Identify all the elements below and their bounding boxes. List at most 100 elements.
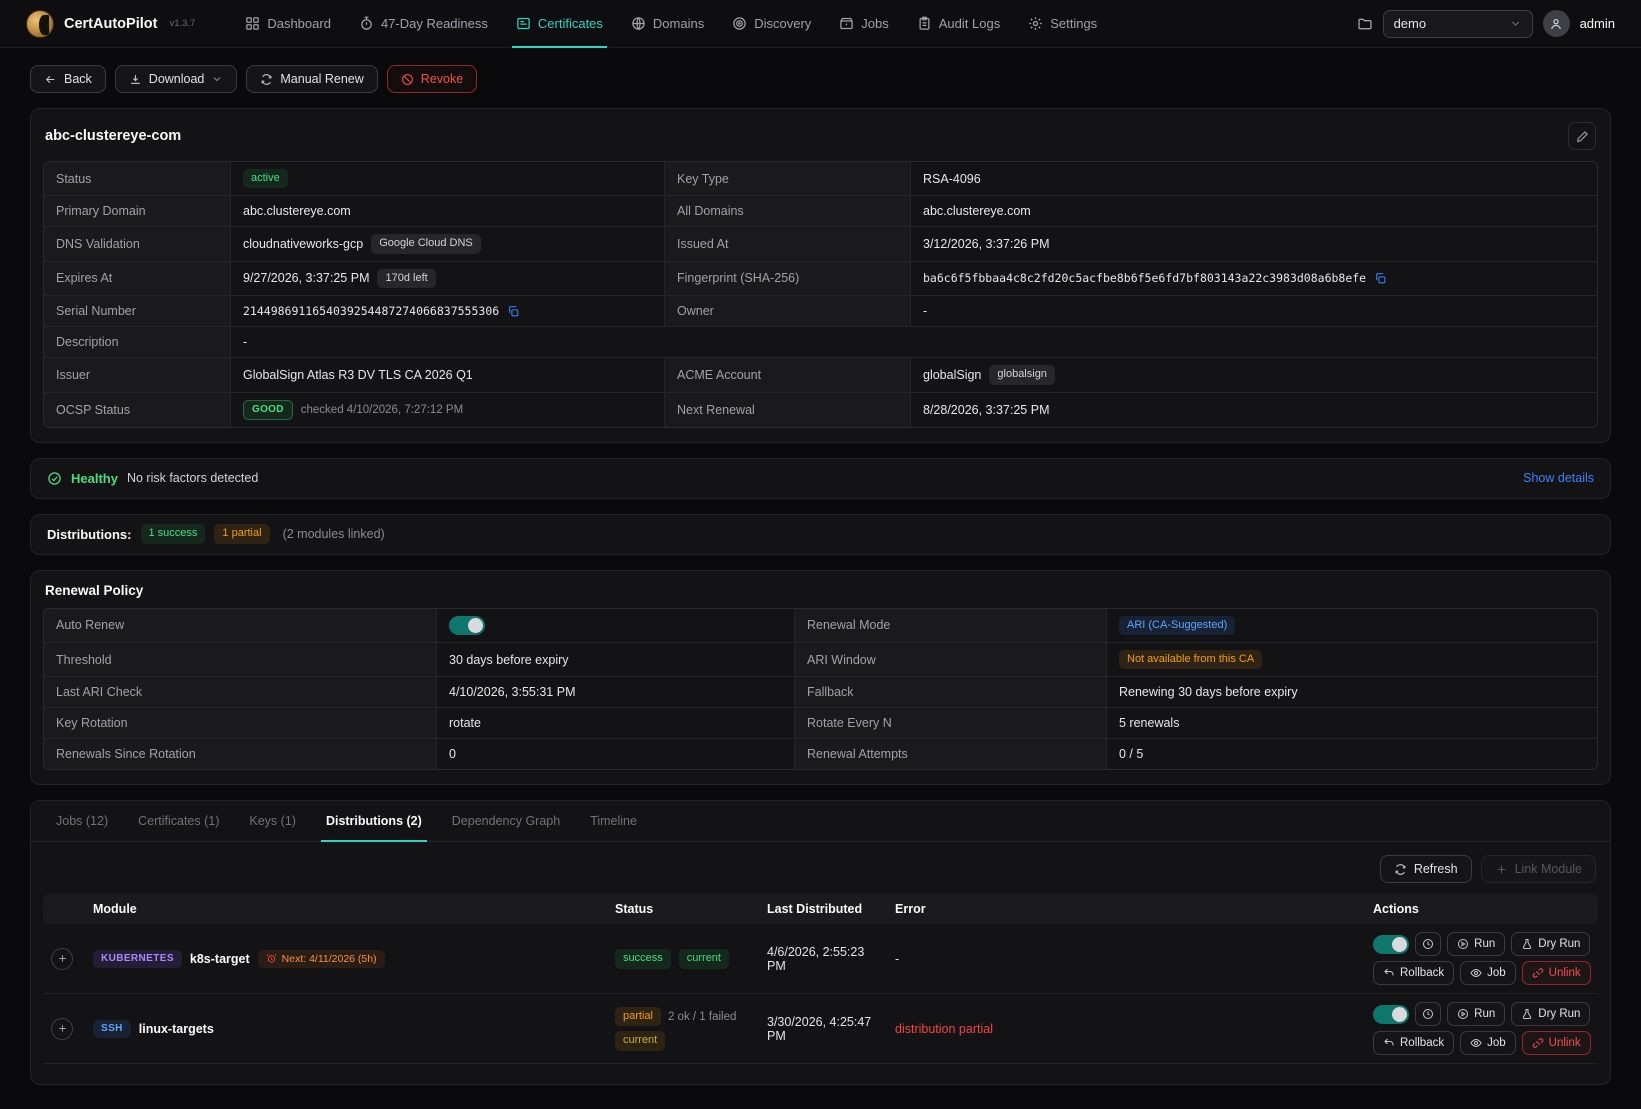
eye-icon [1470,967,1482,979]
person-icon [1549,17,1563,31]
tab-timeline[interactable]: Timeline [590,814,637,829]
issuer-label: Issuer [44,358,230,392]
copy-icon[interactable] [1374,272,1387,285]
radar-icon [732,16,747,31]
col-last-distributed: Last Distributed [767,902,863,917]
renewal-attempts-value: 0 / 5 [1106,739,1597,770]
serial-number-value: 2144986911654039254487274066837555306 [243,304,500,319]
next-renewal-label: Next Renewal [664,392,910,427]
unlink-button[interactable]: Unlink [1521,961,1591,986]
manual-renew-label: Manual Renew [280,72,364,86]
avatar[interactable] [1542,10,1570,37]
job-label: Job [1487,1037,1506,1050]
plus-icon [1495,863,1508,876]
freshness-badge: current [615,1031,666,1051]
related-data-card: Jobs (12) Certificates (1) Keys (1) Dist… [30,800,1611,1086]
unlink-icon [1532,1037,1544,1049]
pencil-icon [1576,130,1589,143]
nav-item-settings[interactable]: Settings [1014,0,1111,48]
run-button[interactable]: Run [1447,1002,1506,1027]
renewals-since-label: Renewals Since Rotation [44,739,436,770]
page-toolbar: Back Download Manual Renew Revoke [30,65,1611,93]
primary-domain-label: Primary Domain [44,196,230,227]
module-name: linux-targets [138,1021,214,1036]
flask-icon [1521,938,1533,950]
project-select[interactable]: demo [1382,9,1533,38]
refresh-button[interactable]: Refresh [1379,855,1472,884]
key-type-label: Key Type [664,162,910,196]
show-details-link[interactable]: Show details [1523,471,1594,486]
nav-label: Settings [1050,16,1098,31]
nav-item-certificates[interactable]: Certificates [502,0,617,48]
tab-bar: Jobs (12) Certificates (1) Keys (1) Dist… [31,801,1610,843]
tab-dependency-graph[interactable]: Dependency Graph [451,814,561,829]
row-actions: Run Dry Run Rollback Job [1365,994,1599,1063]
expand-row-button[interactable] [51,947,73,970]
owner-label: Owner [664,296,910,327]
row-actions: Run Dry Run Rollback Job [1365,924,1599,993]
edit-button[interactable] [1568,122,1596,150]
certificate-icon [516,16,531,31]
module-name: k8s-target [189,951,250,966]
job-button[interactable]: Job [1460,961,1516,986]
fingerprint-value: ba6c6f5fbbaa4c8c2fd20c5acfbe8b6f5e6fd7bf… [923,271,1367,286]
box-icon [839,16,854,31]
download-label: Download [148,72,205,86]
refresh-icon [1394,863,1407,876]
app-version: v1.3.7 [169,18,196,29]
ocsp-checked-value: checked 4/10/2026, 7:27:12 PM [300,403,464,416]
distribution-status-badge: success [615,949,671,969]
manual-renew-button[interactable]: Manual Renew [246,65,378,93]
nav-item-readiness[interactable]: 47-Day Readiness [345,0,502,48]
schedule-button[interactable] [1415,1002,1442,1027]
expand-row-button[interactable] [51,1017,73,1040]
acme-account-value: globalSign [923,367,982,382]
gear-icon [1028,16,1043,31]
revoke-button[interactable]: Revoke [386,65,478,93]
nav-label: Domains [652,16,705,31]
renewal-policy-title: Renewal Policy [45,582,144,598]
copy-icon[interactable] [507,305,520,318]
tab-distributions[interactable]: Distributions (2) [315,801,433,843]
chevron-down-icon [1509,17,1522,30]
run-button[interactable]: Run [1447,932,1506,957]
tab-jobs[interactable]: Jobs (12) [56,814,109,829]
download-button[interactable]: Download [114,65,238,93]
alarm-icon [266,953,277,964]
col-status: Status [615,902,654,917]
owner-value: - [910,296,1597,327]
renewal-attempts-label: Renewal Attempts [794,739,1106,770]
auto-renew-toggle[interactable] [449,615,485,635]
description-label: Description [44,327,230,358]
tab-keys[interactable]: Keys (1) [249,814,296,829]
expires-at-value: 9/27/2026, 3:37:25 PM [243,271,370,286]
nav-item-domains[interactable]: Domains [617,0,718,48]
nav-item-audit-logs[interactable]: Audit Logs [903,0,1014,48]
revoke-label: Revoke [420,72,464,86]
expires-at-label: Expires At [44,261,230,296]
brand: CertAutoPilot v1.3.7 [26,9,196,38]
ocsp-status-badge: GOOD [243,399,293,420]
nav-item-jobs[interactable]: Jobs [825,0,902,48]
col-module: Module [93,902,137,917]
nav-item-discovery[interactable]: Discovery [718,0,825,48]
back-label: Back [64,72,92,86]
job-button[interactable]: Job [1460,1031,1516,1056]
nav-item-dashboard[interactable]: Dashboard [231,0,345,48]
all-domains-value: abc.clustereye.com [910,196,1597,227]
link-module-button[interactable]: Link Module [1480,855,1596,884]
rollback-button[interactable]: Rollback [1373,961,1455,986]
tab-certificates[interactable]: Certificates (1) [138,814,220,829]
fallback-value: Renewing 30 days before expiry [1106,677,1597,708]
schedule-button[interactable] [1415,932,1442,957]
rollback-button[interactable]: Rollback [1373,1031,1455,1056]
error-value: distribution partial [895,1021,993,1036]
main-nav: Dashboard 47-Day Readiness Certificates … [231,0,1111,48]
distribution-enabled-toggle[interactable] [1373,1004,1410,1024]
dry-run-button[interactable]: Dry Run [1511,1002,1591,1027]
nav-label: Dashboard [267,16,331,31]
distribution-enabled-toggle[interactable] [1373,934,1410,954]
dry-run-button[interactable]: Dry Run [1511,932,1591,957]
unlink-button[interactable]: Unlink [1521,1031,1591,1056]
back-button[interactable]: Back [30,65,106,93]
